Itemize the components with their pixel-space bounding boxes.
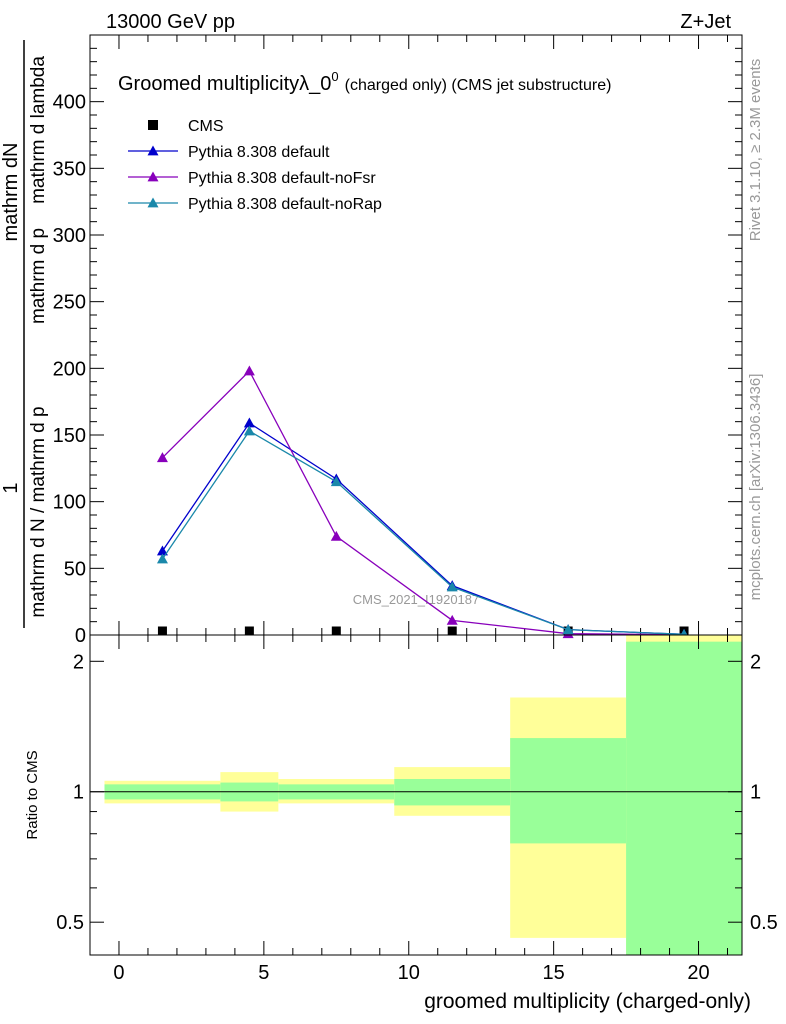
- main-y-tick-label: 350: [53, 158, 86, 180]
- uncertainty-band-inner: [626, 641, 742, 955]
- data-point: [243, 365, 255, 376]
- data-point: [147, 145, 159, 156]
- data-point: [562, 624, 574, 635]
- x-tick-label: 20: [687, 962, 709, 984]
- ratio-y-tick-label: 2: [73, 651, 84, 673]
- main-panel: 0 50 100 150 200 250 300 350 400 CMS_2021_I19201…: [53, 34, 743, 647]
- ylabel-numerator: mathrm dN: [0, 143, 22, 242]
- ratio-y-tick-label: 0.5: [56, 912, 84, 934]
- header-right: Z+Jet: [680, 11, 731, 33]
- mcplots-label: mcplots.cern.ch [arXiv:1306.3436]: [747, 374, 764, 601]
- series-line: [161, 430, 685, 635]
- chart-title-sup: 0: [331, 69, 338, 84]
- data-point: [243, 425, 255, 436]
- header-left: 13000 GeV pp: [106, 11, 235, 33]
- main-ticks: [90, 34, 742, 636]
- ratio-ticks: [90, 635, 742, 955]
- main-y-tick-labels: 0 50 100 150 200 250 300 350 400: [53, 92, 86, 647]
- ratio-y-axis-label: Ratio to CMS: [24, 750, 41, 839]
- main-y-tick-label: 100: [53, 492, 86, 514]
- watermark: CMS_2021_I1920187: [353, 592, 480, 607]
- main-y-tick-label: 0: [75, 625, 86, 647]
- x-tick-label: 5: [258, 962, 269, 984]
- ratio-y-tick-label-right: 1: [750, 782, 761, 804]
- ratio-y-tick-label-right: 2: [750, 651, 761, 673]
- data-point: [156, 545, 168, 556]
- data-point: [330, 530, 342, 541]
- main-y-axis-label: 1 mathrm dN mathrm d N / mathrm d p math…: [0, 40, 49, 628]
- ylabel-tail: mathrm d lambda: [28, 56, 49, 204]
- ratio-plot-frame: [89, 634, 743, 956]
- data-point: [156, 553, 168, 564]
- data-point: [156, 452, 168, 463]
- data-point: [447, 626, 457, 636]
- ylabel-one: 1: [0, 482, 22, 493]
- legend-label: Pythia 8.308 default: [188, 144, 330, 161]
- chart-title: Groomed multiplicityλ_00 (charged only) (…: [118, 69, 611, 95]
- legend: CMS Pythia 8.308 default Pythia 8.308 defa…: [128, 118, 382, 213]
- ratio-y-tick-label-right: 0.5: [750, 912, 778, 934]
- ratio-panel: 0 5 10 15 20 0.5 0.5 1 1 2 2 Ratio to CMS groomed …: [24, 634, 778, 1013]
- main-y-tick-label: 300: [53, 225, 86, 247]
- legend-item: Pythia 8.308 default-noRap: [128, 196, 382, 213]
- data-point: [331, 626, 341, 636]
- ratio-tick-labels: 0 5 10 15 20 0.5 0.5 1 1 2 2: [56, 651, 778, 984]
- main-y-tick-label: 250: [53, 292, 86, 314]
- main-y-tick-label: 200: [53, 358, 86, 380]
- ylabel-extra: mathrm d p: [28, 228, 49, 324]
- x-tick-label: 15: [543, 962, 565, 984]
- legend-label: Pythia 8.308 default-noRap: [188, 196, 382, 213]
- main-y-tick-label: 150: [53, 425, 86, 447]
- legend-item: CMS: [148, 118, 224, 135]
- chart-title-main: Groomed multiplicityλ_0: [118, 73, 331, 95]
- data-point: [446, 581, 458, 592]
- rivet-version-label: Rivet 3.1.10, ≥ 2.3M events: [747, 59, 764, 242]
- x-tick-label: 10: [398, 962, 420, 984]
- chart-title-small: (charged only) (CMS jet substructure): [345, 77, 612, 94]
- data-point: [147, 171, 159, 182]
- main-y-tick-label: 400: [53, 92, 86, 114]
- data-point: [446, 614, 458, 625]
- uncertainty-band-inner: [510, 738, 627, 844]
- legend-item: Pythia 8.308 default: [128, 144, 330, 161]
- legend-label: Pythia 8.308 default-noFsr: [188, 170, 376, 187]
- ylabel-denominator: mathrm d N / mathrm d p: [28, 406, 49, 617]
- data-point: [244, 626, 254, 636]
- x-tick-label: 0: [113, 962, 124, 984]
- x-axis-label: groomed multiplicity (charged-only): [424, 990, 751, 1013]
- data-point: [157, 626, 167, 636]
- series-line: [161, 369, 685, 636]
- legend-marker: [148, 120, 158, 130]
- data-point: [243, 417, 255, 428]
- legend-item: Pythia 8.308 default-noFsr: [128, 170, 376, 187]
- ratio-y-tick-label: 1: [73, 782, 84, 804]
- data-point: [330, 476, 342, 487]
- legend-label: CMS: [188, 118, 224, 135]
- data-point: [147, 197, 159, 208]
- main-y-tick-label: 50: [64, 558, 86, 580]
- ratio-bands: [104, 635, 742, 955]
